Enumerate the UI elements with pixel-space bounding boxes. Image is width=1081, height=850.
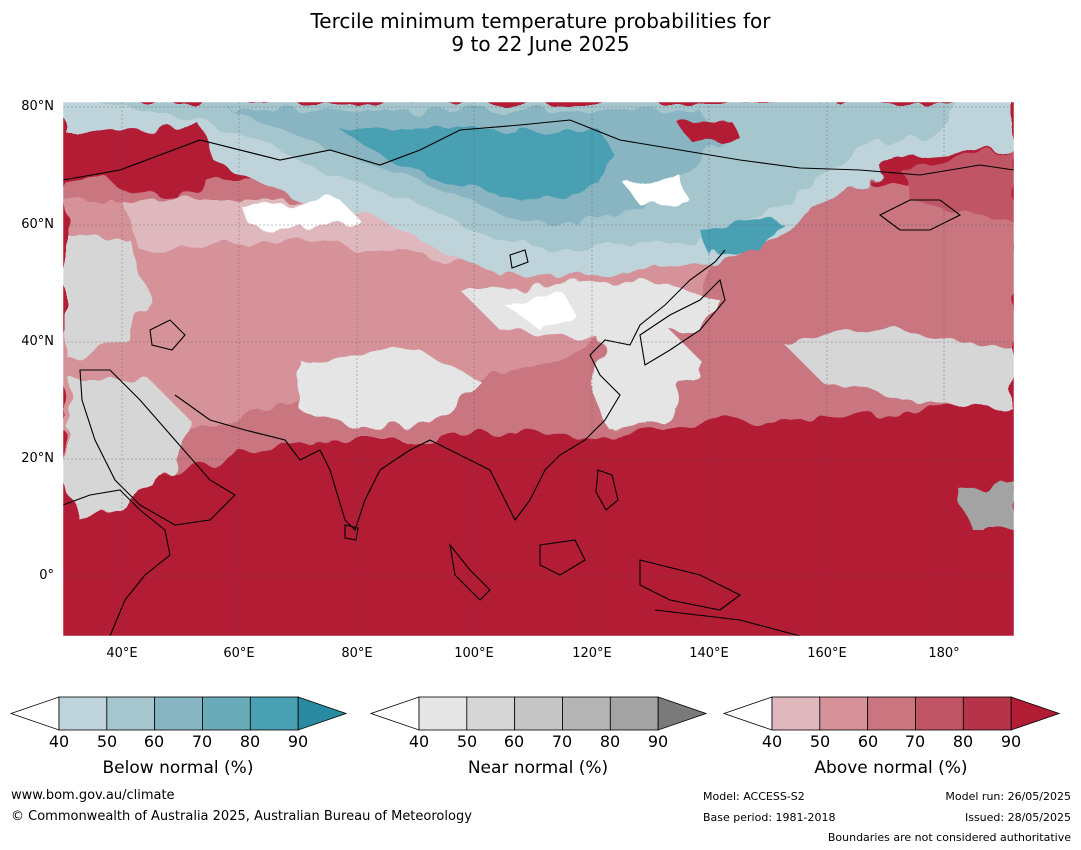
colorbar-near-normal	[369, 696, 708, 731]
colorbar-segment	[154, 696, 203, 731]
lat-label-0: 0°	[39, 568, 54, 583]
colorbar-tick: 70	[551, 732, 573, 751]
colorbar-tick: 70	[191, 732, 213, 751]
base-period-text: Base period: 1981-2018	[703, 811, 836, 824]
near-normal-china-coast-region	[590, 320, 700, 430]
colorbar-tick: 90	[287, 732, 309, 751]
asia-south-coastline	[174, 249, 726, 532]
colorbar-segment	[58, 696, 108, 731]
colorbar-near-label: Near normal (%)	[467, 758, 609, 778]
colorbar-segment	[418, 696, 468, 731]
colorbar-tick: 40	[48, 732, 70, 751]
map-field	[63, 102, 1014, 636]
below-normal-east-siberia-region	[700, 220, 780, 255]
colorbar-extend-right	[1010, 696, 1061, 731]
colorbar-tick: 40	[408, 732, 430, 751]
lon-label-120e: 120°E	[572, 646, 612, 661]
colorbar-segment	[106, 696, 156, 731]
colorbar-tick: 60	[143, 732, 165, 751]
lon-label-80e: 80°E	[341, 646, 373, 661]
model-run-text: Model run: 26/05/2025	[945, 790, 1071, 803]
lon-label-180: 180°	[928, 646, 960, 661]
near-normal-tibet-region	[300, 350, 480, 430]
arctic-coastline	[63, 119, 1014, 181]
near-normal-west-region	[63, 230, 150, 360]
colorbar-tick: 80	[952, 732, 974, 751]
lon-label-140e: 140°E	[689, 646, 729, 661]
colorbar-segment	[962, 696, 1012, 731]
colorbar-segment	[819, 696, 869, 731]
near-normal-arabia-region	[63, 380, 190, 520]
map-title-line2: 9 to 22 June 2025	[451, 32, 630, 56]
colorbar-above-normal	[722, 696, 1061, 731]
colorbar-extend-right	[297, 696, 348, 731]
kamchatka-coastline	[878, 199, 962, 231]
near-normal-pacific-region	[780, 330, 1014, 410]
colorbar-extend-left	[369, 696, 420, 731]
map-frame	[62, 101, 1015, 637]
boundaries-disclaimer: Boundaries are not considered authoritat…	[827, 831, 1071, 844]
colorbar-segment	[514, 696, 563, 731]
sumatra-coastline	[449, 543, 491, 601]
colorbar-tick: 50	[96, 732, 118, 751]
colorbar-segment	[771, 696, 821, 731]
above-normal-chukotka-region	[900, 150, 1014, 220]
colorbar-tick: 50	[809, 732, 831, 751]
colorbar-segment	[202, 696, 251, 731]
colorbar-segment	[562, 696, 611, 731]
colorbar-segment	[249, 696, 299, 731]
borneo-coastline	[539, 539, 586, 576]
colorbar-above-label: Above normal (%)	[814, 758, 968, 778]
coastlines	[63, 119, 1014, 636]
above-normal-arctic-island-region	[680, 120, 740, 140]
near-normal-east-pacific-region	[960, 480, 1014, 530]
model-text: Model: ACCESS-S2	[703, 790, 805, 803]
white-mongolia-region	[500, 290, 580, 330]
issued-text: Issued: 28/05/2025	[964, 811, 1071, 824]
lon-label-100e: 100°E	[454, 646, 494, 661]
colorbar-below-label: Below normal (%)	[102, 758, 254, 778]
lat-label-20n: 20°N	[21, 451, 54, 466]
below-normal-80-region	[340, 130, 620, 200]
colorbar-segment	[609, 696, 659, 731]
lat-label-80n: 80°N	[21, 99, 54, 114]
map-title-line1: Tercile minimum temperature probabilitie…	[310, 9, 771, 33]
colorbar-tick: 90	[647, 732, 669, 751]
colorbar-tick: 80	[239, 732, 261, 751]
japan-coastline	[639, 278, 726, 366]
australia-north-coastline	[654, 609, 801, 636]
colorbar-segment	[915, 696, 964, 731]
new-guinea-coastline	[639, 559, 742, 611]
arabia-coastline	[79, 369, 236, 526]
sri-lanka-coastline	[344, 524, 359, 541]
colorbar-below-normal	[9, 696, 348, 731]
colorbar-extend-right	[657, 696, 708, 731]
colorbar-segment	[867, 696, 916, 731]
lat-label-40n: 40°N	[21, 334, 54, 349]
caspian-outline	[149, 319, 186, 351]
colorbar-tick: 40	[761, 732, 783, 751]
africa-east-coastline	[63, 489, 171, 636]
lon-label-40e: 40°E	[106, 646, 138, 661]
colorbar-extend-left	[9, 696, 60, 731]
colorbar-tick: 70	[904, 732, 926, 751]
white-siberia-region	[240, 200, 360, 230]
baikal-outline	[509, 249, 529, 269]
white-yakutia-region	[620, 175, 690, 205]
colorbar-tick: 60	[857, 732, 879, 751]
website-link[interactable]: www.bom.gov.au/climate	[11, 788, 175, 803]
colorbar-tick: 80	[599, 732, 621, 751]
lat-label-60n: 60°N	[21, 217, 54, 232]
lon-label-160e: 160°E	[807, 646, 847, 661]
colorbar-tick: 50	[456, 732, 478, 751]
colorbar-segment	[466, 696, 516, 731]
gridlines	[63, 102, 1014, 636]
lon-label-60e: 60°E	[223, 646, 255, 661]
colorbar-tick: 90	[1000, 732, 1022, 751]
philippines-coastline	[595, 469, 619, 511]
copyright-text: © Commonwealth of Australia 2025, Austra…	[11, 809, 472, 824]
colorbar-extend-left	[722, 696, 773, 731]
colorbar-tick: 60	[503, 732, 525, 751]
